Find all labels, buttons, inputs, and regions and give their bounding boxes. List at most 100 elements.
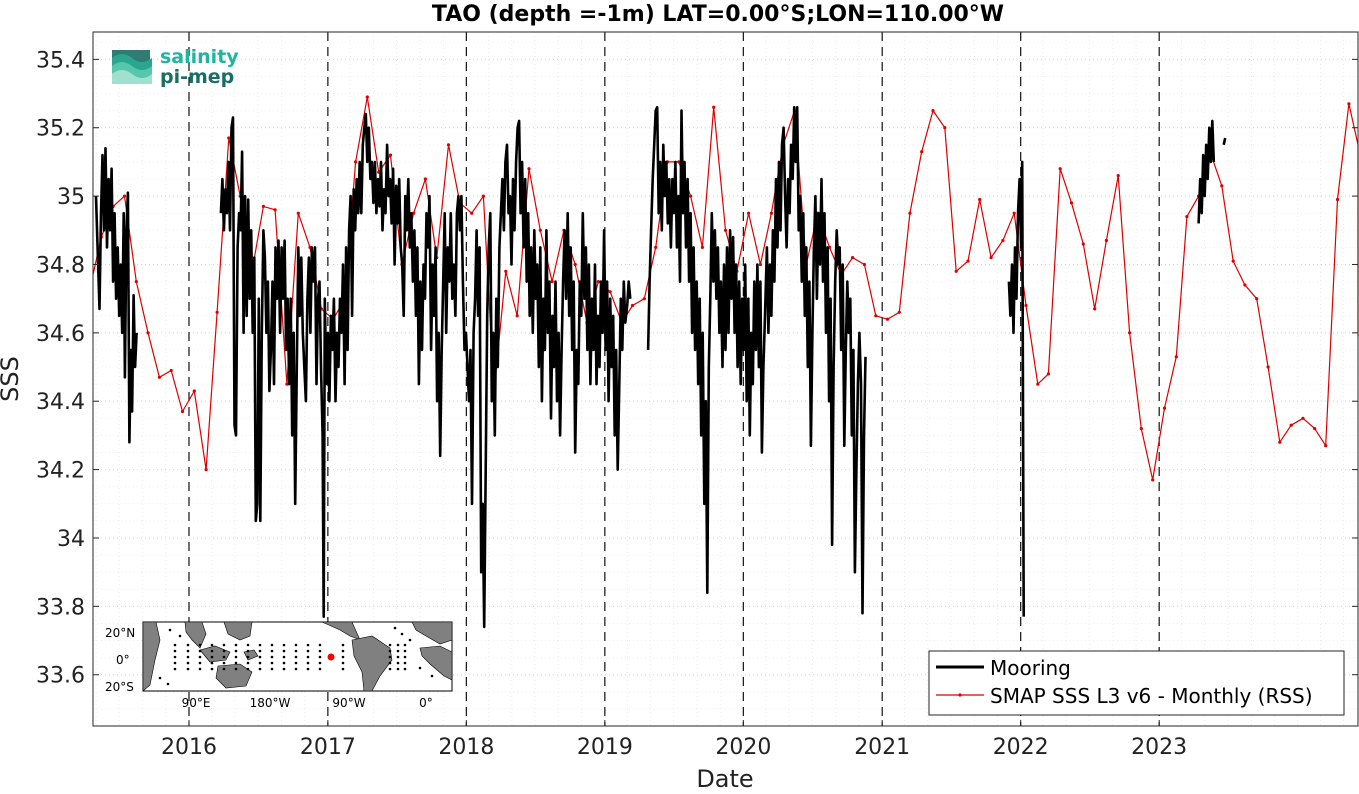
inset-buoy-dot [210, 661, 214, 665]
inset-buoy-dot [341, 655, 345, 659]
series-point [989, 256, 993, 260]
inset-buoy-dot [396, 661, 400, 665]
inset-buoy-dot [318, 661, 322, 665]
series-point [538, 228, 542, 232]
inset-buoy-dot [294, 661, 298, 665]
series-point [920, 150, 924, 154]
x-tick-label: 2016 [161, 735, 217, 760]
y-tick-label: 33.6 [36, 664, 85, 689]
series-point [689, 194, 693, 198]
series-line [219, 112, 632, 629]
x-tick-label: 2022 [993, 735, 1049, 760]
series-point [296, 211, 300, 215]
inset-buoy-dot [222, 655, 226, 659]
series-point [261, 204, 265, 208]
series-point [504, 269, 508, 273]
series-line [92, 96, 1359, 481]
inset-buoy-dot [186, 661, 190, 665]
series-point [608, 290, 612, 294]
inset-buoy-dot [246, 643, 250, 647]
inset-buoy-dot [403, 661, 407, 665]
series-point [1093, 307, 1097, 311]
series-line [1222, 137, 1227, 146]
series-point [180, 409, 185, 414]
y-tick-label: 35.4 [36, 48, 85, 73]
inset-buoy-dot [186, 643, 190, 647]
series-point [157, 375, 161, 379]
inset-buoy-dot [210, 655, 214, 659]
inset-buoy-dot [222, 649, 226, 653]
legend-swatch-smap-dot [958, 693, 962, 697]
inset-lat-label-20n: 20°N [105, 626, 135, 640]
y-tick-label: 35 [57, 185, 85, 210]
series-point [758, 262, 763, 267]
series-point [978, 197, 982, 202]
inset-buoy-dot [246, 667, 250, 671]
inset-buoy-dot [246, 649, 250, 653]
inset-buoy-dot [198, 649, 202, 653]
series-point [851, 256, 855, 260]
series-point [677, 160, 681, 164]
inset-buoy-dot [178, 634, 182, 638]
x-axis-label: Date [696, 765, 753, 790]
inset-buoy-dot [186, 667, 190, 671]
inset-buoy-dot [222, 661, 226, 665]
series-point [481, 194, 485, 198]
series-point [423, 177, 427, 181]
inset-buoy-dot [258, 649, 262, 653]
inset-buoy-dot [246, 655, 250, 659]
inset-buoy-dot [234, 667, 238, 671]
series-point [1104, 238, 1108, 243]
series-point [1036, 382, 1040, 386]
series-point [146, 331, 150, 335]
inset-buoy-dot [403, 649, 407, 653]
series-point [1313, 427, 1317, 431]
series-point [285, 382, 289, 386]
inset-buoy-dot [306, 649, 310, 653]
series-point [192, 389, 196, 393]
y-tick-label: 33.8 [36, 595, 85, 620]
series-point [204, 468, 208, 472]
inset-buoy-dot [210, 667, 214, 671]
series-point [1174, 355, 1178, 359]
y-axis-ticks: 33.6 33.8 34 34.2 34.4 34.6 34.8 35 35.2 35.4 [36, 48, 1358, 689]
series-point [908, 211, 912, 215]
series-point [1058, 167, 1062, 171]
inset-buoy-dot [270, 661, 274, 665]
inset-buoy-dot [396, 655, 400, 659]
logo-line2: pi-mep [160, 66, 234, 88]
inset-map-buoys [158, 626, 434, 686]
inset-buoy-dot [306, 661, 310, 665]
inset-buoy-dot [396, 643, 400, 647]
series-point [527, 167, 531, 171]
series-point [365, 95, 369, 99]
chart-title: TAO (depth =-1m) LAT=0.00°S;LON=110.00°W [432, 2, 1004, 27]
inset-buoy-dot [173, 643, 177, 647]
inset-buoy-dot [234, 649, 238, 653]
inset-buoy-dot [403, 643, 407, 647]
inset-buoy-dot [282, 649, 286, 653]
inset-lon-label-90e: 90°E [182, 696, 211, 710]
y-tick-label: 34 [57, 527, 85, 552]
inset-lat-label-0: 0° [116, 653, 130, 667]
inset-buoy-dot [341, 643, 345, 647]
series-point [273, 208, 277, 212]
inset-buoy-dot [198, 655, 202, 659]
inset-buoy-dot [234, 655, 238, 659]
series-point [1324, 444, 1328, 448]
series-point [1024, 303, 1028, 308]
inset-buoy-dot [294, 667, 298, 671]
inset-buoy-dot [396, 649, 400, 653]
inset-buoy-dot [393, 626, 397, 630]
x-tick-label: 2023 [1131, 735, 1187, 760]
series-point [1335, 197, 1340, 202]
inset-buoy-dot [403, 667, 407, 671]
inset-buoy-dot [408, 638, 412, 642]
series-point [897, 310, 901, 314]
inset-buoy-dot [430, 674, 434, 678]
inset-buoy-dot [258, 661, 262, 665]
inset-buoy-dot [198, 661, 202, 665]
series-point [227, 136, 231, 140]
